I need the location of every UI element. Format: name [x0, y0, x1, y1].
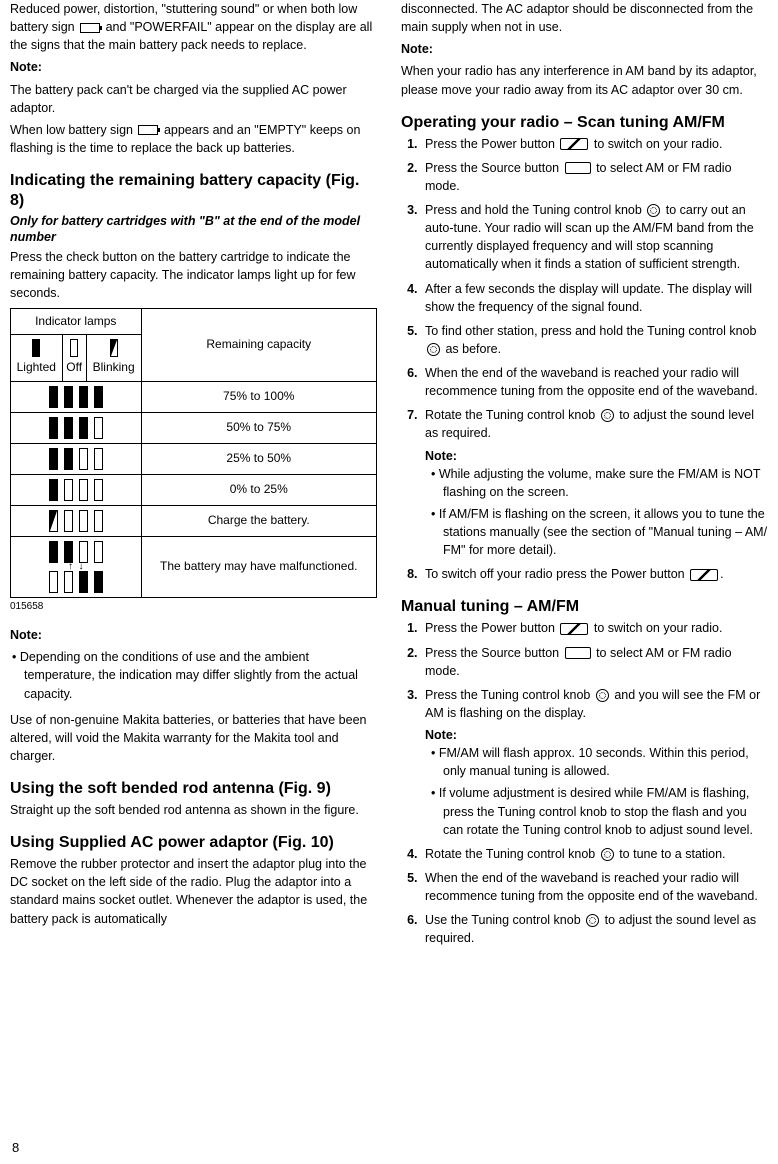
- step-5: When the end of the waveband is reached …: [421, 869, 768, 905]
- sub-bullet: While adjusting the volume, make sure th…: [439, 465, 768, 501]
- sub-bullet: FM/AM will flash approx. 10 seconds. Wit…: [439, 744, 768, 780]
- indicator-bar: [64, 510, 73, 532]
- indicator-bar: [94, 510, 103, 532]
- indicator-bar: [79, 417, 88, 439]
- heading-ac: Using Supplied AC power adaptor (Fig. 10…: [10, 833, 377, 853]
- step-4: Rotate the Tuning control knob to tune t…: [421, 845, 768, 863]
- indicator-table: Indicator lamps Remaining capacity Light…: [10, 308, 377, 598]
- off-icon: [70, 339, 78, 357]
- step-4: After a few seconds the display will upd…: [421, 280, 768, 316]
- note-text: When your radio has any interference in …: [401, 62, 768, 98]
- power-button-icon: [560, 623, 588, 635]
- knob-icon: [647, 204, 660, 217]
- source-button-icon: [565, 162, 591, 174]
- manual-steps: Press the Power button to switch on your…: [401, 619, 768, 947]
- indicator-bar: [79, 479, 88, 501]
- step-3: Press the Tuning control knob and you wi…: [421, 686, 768, 839]
- arrows-icon: ↑ ↓: [13, 563, 139, 571]
- indicator-bar: [94, 479, 103, 501]
- table-row: 50% to 75%: [11, 412, 377, 443]
- indicator-bar: [49, 479, 58, 501]
- table-row-malfunction: ↑ ↓ The battery may have malfunctioned.: [11, 536, 377, 597]
- power-button-icon: [690, 569, 718, 581]
- table-row: Charge the battery.: [11, 505, 377, 536]
- power-button-icon: [560, 138, 588, 150]
- indicator-bar: [79, 448, 88, 470]
- heading-scan: Operating your radio – Scan tuning AM/FM: [401, 113, 768, 133]
- blinking-icon: [110, 339, 118, 357]
- table-row: 0% to 25%: [11, 474, 377, 505]
- indicator-bar: [49, 510, 58, 532]
- battery-icon: [80, 23, 100, 33]
- page-number: 8: [12, 1139, 19, 1158]
- right-column: disconnected. The AC adaptor should be d…: [401, 0, 768, 953]
- note-label: Note:: [401, 40, 768, 58]
- step-6: When the end of the waveband is reached …: [421, 364, 768, 400]
- step-1: Press the Power button to switch on your…: [421, 135, 768, 153]
- table-row: 75% to 100%: [11, 381, 377, 412]
- indicator-bar: [64, 386, 73, 408]
- heading-manual: Manual tuning – AM/FM: [401, 597, 768, 617]
- step-1: Press the Power button to switch on your…: [421, 619, 768, 637]
- knob-icon: [601, 848, 614, 861]
- step-2: Press the Source button to select AM or …: [421, 644, 768, 680]
- step-3: Press and hold the Tuning control knob t…: [421, 201, 768, 274]
- left-column: Reduced power, distortion, "stuttering s…: [10, 0, 377, 953]
- step-8: To switch off your radio press the Power…: [421, 565, 768, 583]
- note-label: Note:: [10, 58, 377, 76]
- th-lamps: Indicator lamps: [11, 308, 142, 334]
- knob-icon: [596, 689, 609, 702]
- indicator-bar: [79, 510, 88, 532]
- indicator-bar: [64, 479, 73, 501]
- indicator-bar: [64, 417, 73, 439]
- battery-icon: [138, 125, 158, 135]
- note-text: The battery pack can't be charged via th…: [10, 81, 377, 117]
- indicator-bar: [94, 417, 103, 439]
- capacity-intro: Press the check button on the battery ca…: [10, 248, 377, 302]
- indicator-bar: [64, 448, 73, 470]
- indicator-bar: [49, 448, 58, 470]
- indicator-bar: [79, 386, 88, 408]
- step-6: Use the Tuning control knob to adjust th…: [421, 911, 768, 947]
- sub-bullet: If AM/FM is flashing on the screen, it a…: [439, 505, 768, 559]
- step-7: Rotate the Tuning control knob to adjust…: [421, 406, 768, 559]
- knob-icon: [586, 914, 599, 927]
- antenna-text: Straight up the soft bended rod antenna …: [10, 801, 377, 819]
- table-row: 25% to 50%: [11, 443, 377, 474]
- sub-bullet: If volume adjustment is desired while FM…: [439, 784, 768, 838]
- lighted-icon: [32, 339, 40, 357]
- ac-continued: disconnected. The AC adaptor should be d…: [401, 0, 768, 36]
- th-capacity: Remaining capacity: [141, 308, 377, 381]
- step-5: To find other station, press and hold th…: [421, 322, 768, 358]
- table-id: 015658: [10, 600, 377, 615]
- note-bullet: Depending on the conditions of use and t…: [24, 648, 377, 702]
- warranty-text: Use of non-genuine Makita batteries, or …: [10, 711, 377, 765]
- source-button-icon: [565, 647, 591, 659]
- indicator-bar: [49, 386, 58, 408]
- ac-text: Remove the rubber protector and insert t…: [10, 855, 377, 928]
- scan-steps: Press the Power button to switch on your…: [401, 135, 768, 584]
- step-2: Press the Source button to select AM or …: [421, 159, 768, 195]
- note-label: Note:: [10, 626, 377, 644]
- reduced-power-para: Reduced power, distortion, "stuttering s…: [10, 0, 377, 54]
- indicator-bar: [49, 417, 58, 439]
- subheading-capacity: Only for battery cartridges with "B" at …: [10, 213, 377, 246]
- knob-icon: [427, 343, 440, 356]
- low-battery-para: When low battery sign appears and an "EM…: [10, 121, 377, 157]
- heading-antenna: Using the soft bended rod antenna (Fig. …: [10, 779, 377, 799]
- knob-icon: [601, 409, 614, 422]
- heading-capacity: Indicating the remaining battery capacit…: [10, 171, 377, 211]
- indicator-bar: [94, 448, 103, 470]
- indicator-bar: [94, 386, 103, 408]
